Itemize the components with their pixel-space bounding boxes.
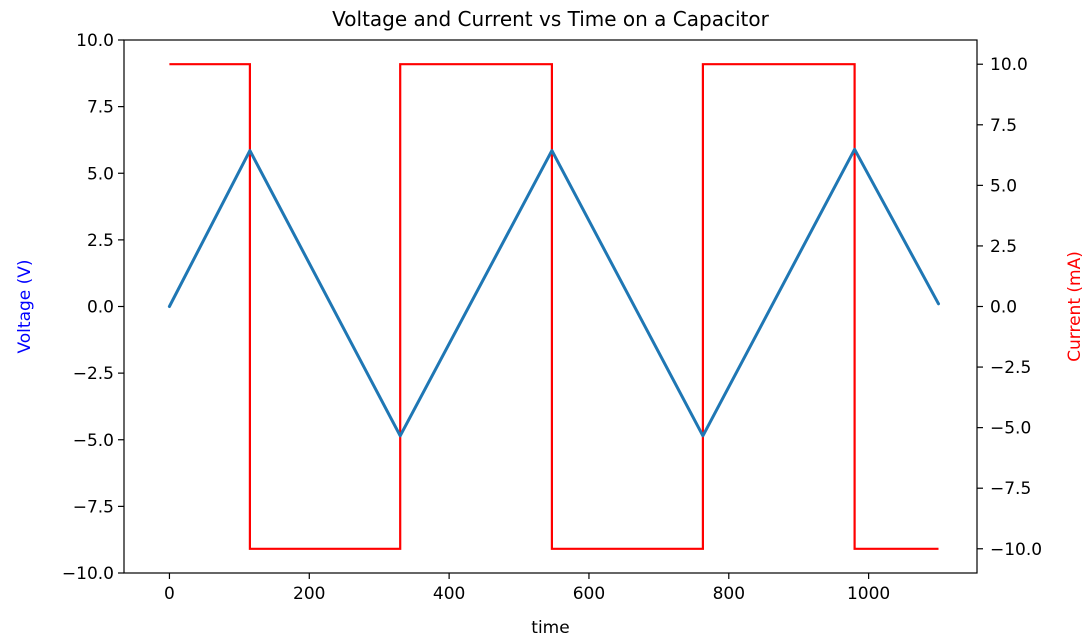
left-axis-title: Voltage (V) — [15, 259, 35, 353]
plot-frame — [123, 39, 978, 574]
right-tick-label: −2.5 — [990, 358, 1031, 378]
left-tick-label: 10.0 — [76, 31, 114, 51]
right-tick-label: 5.0 — [990, 176, 1017, 196]
right-tick-label: −10.0 — [990, 540, 1042, 560]
right-tick-label: −5.0 — [990, 419, 1031, 439]
current-line — [169, 63, 939, 550]
right-tick-label: 10.0 — [990, 55, 1028, 75]
right-tick-label: 2.5 — [990, 237, 1017, 257]
left-tick-label: −2.5 — [73, 364, 114, 384]
x-tick-label: 1000 — [847, 584, 890, 604]
left-tick-label: 2.5 — [87, 231, 114, 251]
chart-title: Voltage and Current vs Time on a Capacit… — [332, 7, 769, 31]
right-tick-label: 7.5 — [990, 116, 1017, 136]
x-tick-label: 600 — [573, 584, 605, 604]
left-tick-label: −10.0 — [62, 564, 114, 584]
right-tick-label: −7.5 — [990, 479, 1031, 499]
left-tick-label: −7.5 — [73, 497, 114, 517]
voltage-line — [167, 147, 940, 438]
right-tick-label: 0.0 — [990, 298, 1017, 318]
left-tick-label: 0.0 — [87, 298, 114, 318]
x-tick-label: 200 — [293, 584, 325, 604]
right-axis-title: Current (mA) — [1065, 251, 1085, 362]
left-axis: −10.0 −7.5 −5.0 −2.5 0.0 2.5 5.0 7.5 10.0 — [62, 31, 124, 584]
x-axis-title: time — [531, 618, 569, 638]
right-axis: −10.0 −7.5 −5.0 −2.5 0.0 2.5 5.0 7.5 10.0 — [977, 55, 1042, 560]
x-tick-label: 400 — [433, 584, 465, 604]
left-tick-label: −5.0 — [73, 431, 114, 451]
left-tick-label: 5.0 — [87, 164, 114, 184]
left-tick-label: 7.5 — [87, 98, 114, 118]
bottom-axis: 0 200 400 600 800 1000 — [164, 573, 890, 604]
series-layer — [167, 63, 940, 550]
x-tick-label: 0 — [164, 584, 175, 604]
x-tick-label: 800 — [713, 584, 745, 604]
